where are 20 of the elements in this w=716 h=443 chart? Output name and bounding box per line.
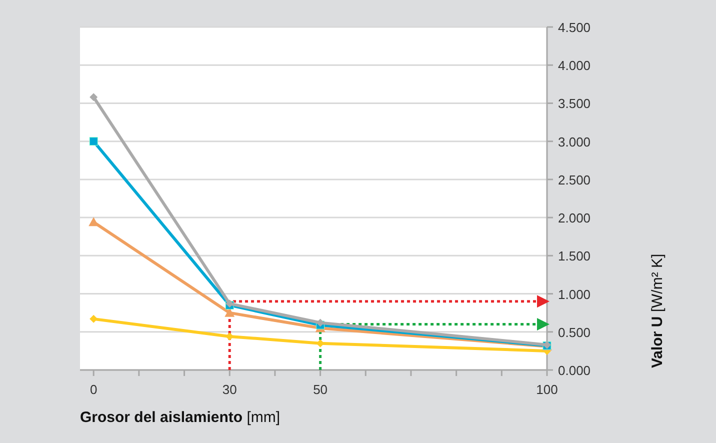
point [90, 314, 98, 323]
x-tick-label: 30 [222, 382, 237, 397]
x-tick-label: 50 [313, 382, 328, 397]
y-tick-label: 2.000 [558, 210, 591, 226]
y-tick-label: 1.000 [558, 286, 591, 302]
y-tick-label: 4.500 [558, 20, 591, 35]
point [89, 137, 98, 146]
y-tick-label: 0.500 [558, 324, 591, 340]
y-tick-label: 4.000 [558, 58, 591, 74]
y-tick-label: 3.000 [558, 134, 591, 150]
point [90, 93, 98, 102]
x-tick-label: 100 [536, 382, 558, 397]
y-axis-title: Valor U [W/m² K] [649, 254, 666, 368]
x-tick-label: 0 [90, 382, 98, 397]
point [88, 217, 99, 226]
y-tick-label: 3.500 [558, 96, 591, 112]
x-axis-title: Grosor del aislamiento [mm] [80, 409, 280, 426]
y-tick-label: 2.500 [558, 172, 591, 188]
y-tick-label: 0.000 [558, 363, 591, 378]
y-tick-label: 1.500 [558, 248, 591, 264]
